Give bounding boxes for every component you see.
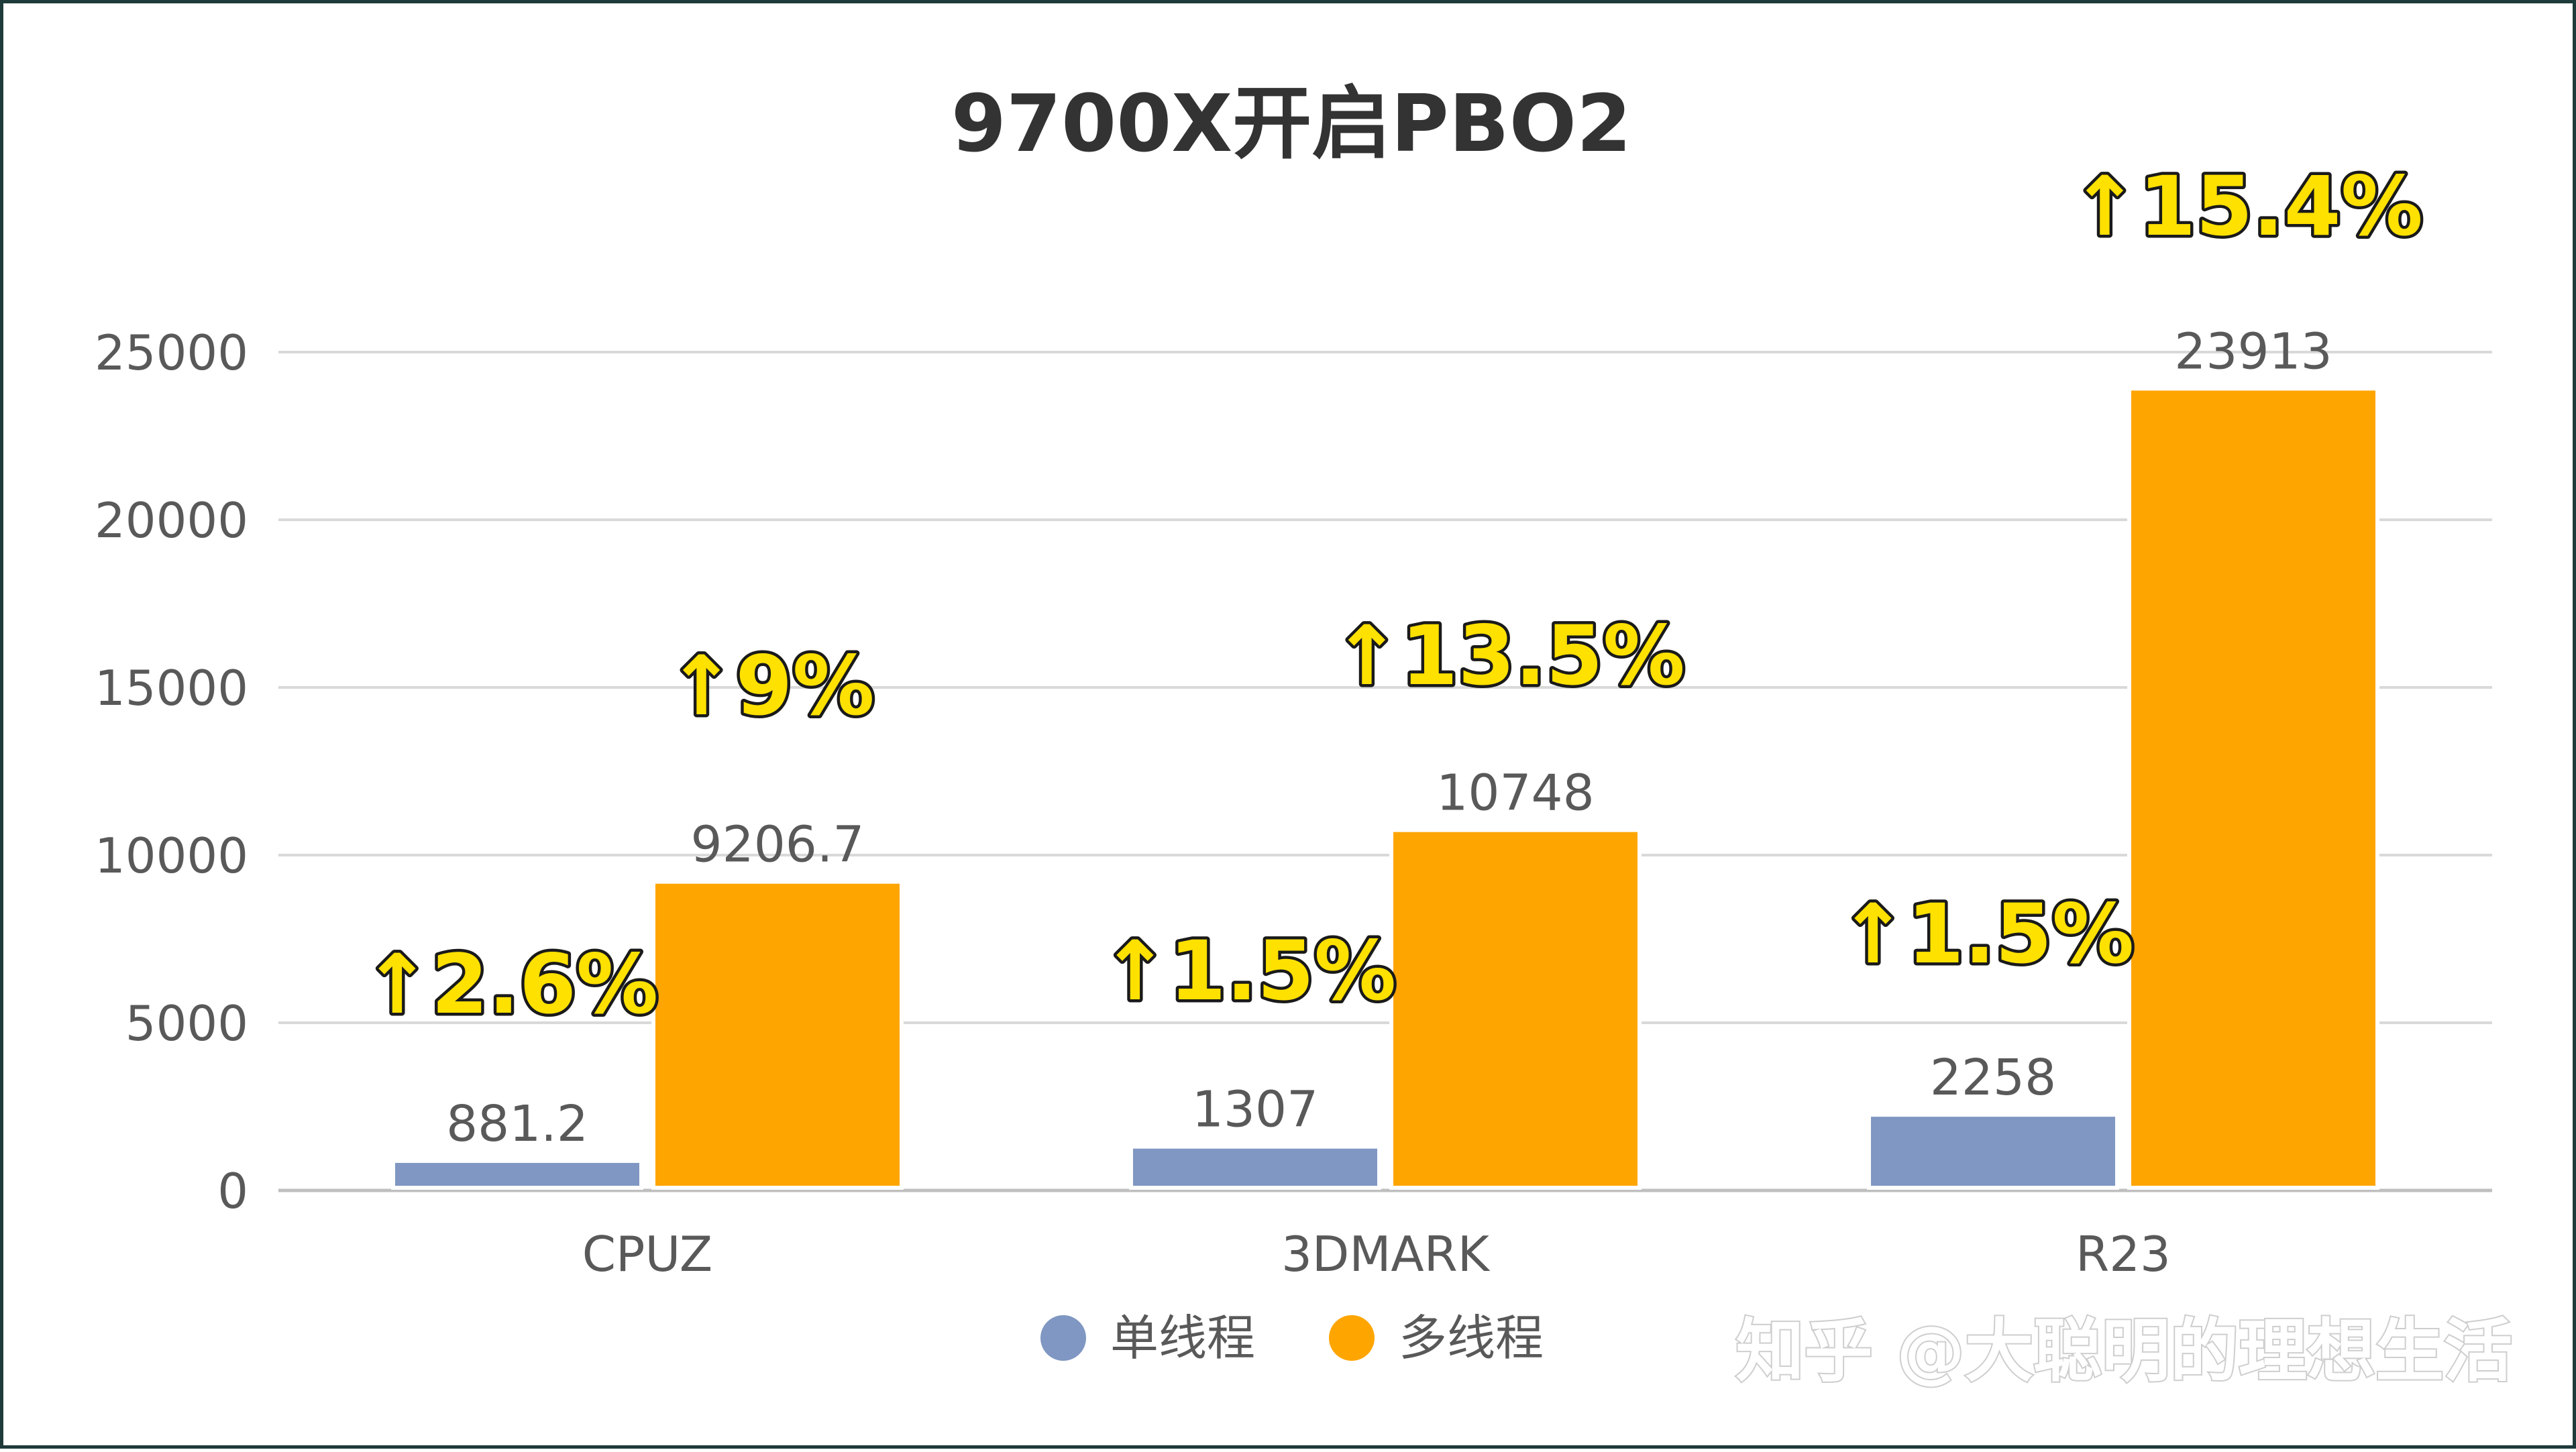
data-label: 10748 — [1436, 765, 1594, 822]
bar-cpuz-multi — [651, 879, 904, 1190]
increase-annotation: ↑9% — [667, 638, 874, 734]
data-labels: 881.2 9206.7 1307 10748 2258 23913 — [446, 323, 2332, 1153]
data-label: 9206.7 — [691, 816, 865, 874]
chart-title: 9700X开启PBO2 — [951, 77, 1631, 170]
data-label: 1307 — [1192, 1081, 1318, 1139]
y-tick-label: 5000 — [125, 995, 248, 1052]
legend: 单线程 多线程 — [1040, 1310, 1544, 1366]
legend-marker — [1040, 1315, 1086, 1361]
bar-3dmark-single — [1129, 1144, 1381, 1190]
bar-r23-single — [1867, 1113, 2119, 1190]
watermark: 知乎 @大聪明的理想生活 — [1735, 1312, 2512, 1392]
legend-label: 多线程 — [1399, 1310, 1544, 1366]
y-tick-label: 10000 — [95, 828, 248, 884]
y-tick-label: 0 — [217, 1163, 248, 1219]
y-tick-label: 20000 — [95, 492, 248, 549]
bar-cpuz-single — [391, 1158, 643, 1190]
legend-marker — [1329, 1315, 1375, 1361]
x-category-label: R23 — [2076, 1226, 2171, 1282]
increase-annotation: ↑2.6% — [363, 937, 659, 1032]
data-label: 23913 — [2174, 323, 2332, 380]
gridlines — [278, 351, 2492, 1192]
x-axis-categories: CPUZ 3DMARK R23 — [582, 1226, 2171, 1282]
bar-r23-multi — [2127, 386, 2379, 1190]
x-category-label: 3DMARK — [1281, 1226, 1491, 1282]
bars — [391, 386, 2379, 1190]
data-label: 881.2 — [446, 1095, 588, 1153]
increase-annotation: ↑1.5% — [1101, 924, 1397, 1019]
legend-label: 单线程 — [1110, 1310, 1255, 1366]
x-category-label: CPUZ — [582, 1226, 712, 1282]
bar-chart: 9700X开启PBO2 0 5000 10000 15000 20000 25000 88… — [95, 77, 2514, 1393]
increase-annotation: ↑15.4% — [2070, 159, 2422, 254]
y-tick-label: 25000 — [95, 325, 248, 381]
y-tick-label: 15000 — [95, 660, 248, 716]
increase-annotation: ↑1.5% — [1839, 887, 2135, 982]
annotations: ↑2.6% ↑9% ↑1.5% ↑13.5% ↑1.5% ↑15.4% — [360, 156, 2426, 1036]
bar-3dmark-multi — [1389, 828, 1642, 1190]
y-axis-ticks: 0 5000 10000 15000 20000 25000 — [95, 325, 248, 1219]
data-label: 2258 — [1930, 1049, 2056, 1107]
increase-annotation: ↑13.5% — [1332, 608, 1684, 704]
